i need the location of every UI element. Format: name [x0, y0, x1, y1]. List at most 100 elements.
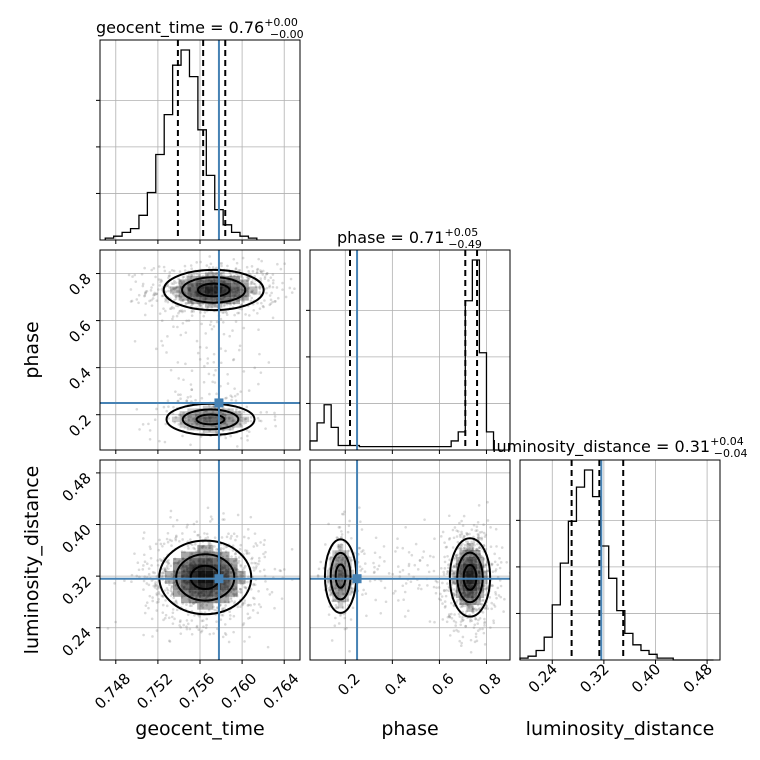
sample-dot: [145, 582, 149, 585]
sample-dot: [155, 575, 159, 578]
density-cell: [346, 595, 349, 602]
sample-dot: [261, 304, 265, 308]
sample-dot: [337, 622, 341, 625]
sample-dot: [219, 361, 223, 365]
sample-dot: [258, 287, 262, 291]
sample-dot: [213, 608, 217, 612]
sample-dot: [463, 546, 466, 550]
sample-dot: [171, 592, 175, 596]
sample-dot: [178, 309, 181, 313]
sample-dot: [162, 265, 166, 269]
sample-dot: [197, 549, 201, 553]
sample-dot: [374, 598, 378, 602]
sample-dot: [167, 562, 171, 565]
sample-dot: [483, 563, 487, 567]
hist-step-phase: [309, 259, 501, 451]
sample-dot: [461, 635, 465, 639]
sample-dot: [259, 277, 262, 280]
sample-dot: [247, 551, 251, 555]
sample-dot: [460, 552, 464, 556]
density-cell: [225, 413, 234, 417]
xtick-label-phase-1: 0.4: [381, 670, 411, 700]
sample-dot: [167, 405, 170, 408]
sample-dot: [230, 599, 234, 603]
sample-dot: [347, 574, 350, 578]
sample-dot: [243, 585, 246, 589]
sample-dot: [468, 549, 472, 553]
sample-dot: [484, 606, 487, 610]
sample-dot: [235, 261, 239, 265]
sample-dot: [231, 329, 234, 332]
sample-dot: [239, 564, 243, 568]
sample-dot: [403, 590, 407, 594]
sample-dot: [460, 641, 463, 645]
density-cell: [164, 570, 173, 578]
sample-dot: [343, 627, 347, 631]
sample-dot: [212, 605, 215, 609]
sample-dot: [232, 614, 236, 618]
sample-dot: [268, 593, 272, 596]
sample-dot: [505, 561, 508, 564]
sample-dot: [191, 302, 195, 305]
sample-dot: [209, 320, 213, 323]
sample-dot: [199, 303, 202, 307]
sample-dot: [324, 543, 327, 546]
sample-dot: [490, 607, 494, 611]
density-cell: [213, 590, 222, 597]
sample-dot: [168, 538, 172, 542]
sample-dot: [154, 275, 157, 279]
sample-dot: [183, 269, 187, 272]
sample-dot: [254, 542, 258, 545]
sample-dot: [242, 422, 246, 425]
sample-dot: [339, 548, 342, 552]
sample-dot: [240, 436, 243, 440]
sample-dot: [179, 309, 182, 313]
sample-dot: [155, 407, 158, 411]
sample-dot: [190, 619, 194, 622]
sample-dot: [141, 537, 145, 540]
sample-dot: [195, 272, 199, 275]
sample-dot: [459, 598, 463, 601]
sample-dot: [200, 619, 204, 623]
sample-dot: [158, 439, 161, 443]
sample-dot: [242, 566, 246, 570]
sample-dot: [459, 547, 463, 551]
sample-dot: [245, 434, 249, 438]
density-cell: [462, 556, 467, 564]
sample-dot: [169, 307, 172, 310]
ytick-label-luminosity_distance-1: 0.32: [58, 572, 94, 608]
sample-dot: [175, 518, 179, 522]
sample-dot: [229, 274, 232, 278]
title-geocent-time: geocent_time = 0.76+0.00 −0.00: [96, 16, 304, 41]
sample-dot: [193, 530, 196, 534]
density-cell: [213, 564, 222, 571]
density-cell: [343, 563, 347, 570]
sample-dot: [271, 285, 275, 289]
sample-dot: [163, 616, 167, 620]
sample-dot: [188, 601, 192, 605]
density-cell: [205, 545, 214, 552]
sample-dot: [489, 545, 493, 548]
truth-point-geocent_time-vs-phase: [214, 398, 224, 408]
density-cell: [202, 411, 211, 414]
sample-dot: [437, 586, 441, 589]
xtick-label-geocent_time-0: 0.748: [91, 670, 134, 713]
sample-dot: [335, 536, 339, 539]
sample-dot: [271, 316, 275, 320]
sample-dot: [301, 566, 304, 569]
sample-dot: [259, 411, 263, 414]
sample-dot: [150, 304, 154, 307]
sample-dot: [462, 535, 466, 538]
sample-dot: [474, 635, 478, 639]
sample-dot: [462, 546, 466, 550]
sample-dot: [253, 602, 256, 606]
sample-dot: [383, 586, 387, 590]
sample-dot: [230, 395, 234, 399]
sample-dot: [222, 512, 225, 515]
sample-dot: [459, 620, 463, 623]
sample-dot: [476, 622, 480, 625]
sample-dot: [459, 605, 463, 609]
sample-dot: [347, 524, 351, 528]
sample-dot: [265, 273, 268, 276]
sample-dot: [239, 580, 242, 583]
